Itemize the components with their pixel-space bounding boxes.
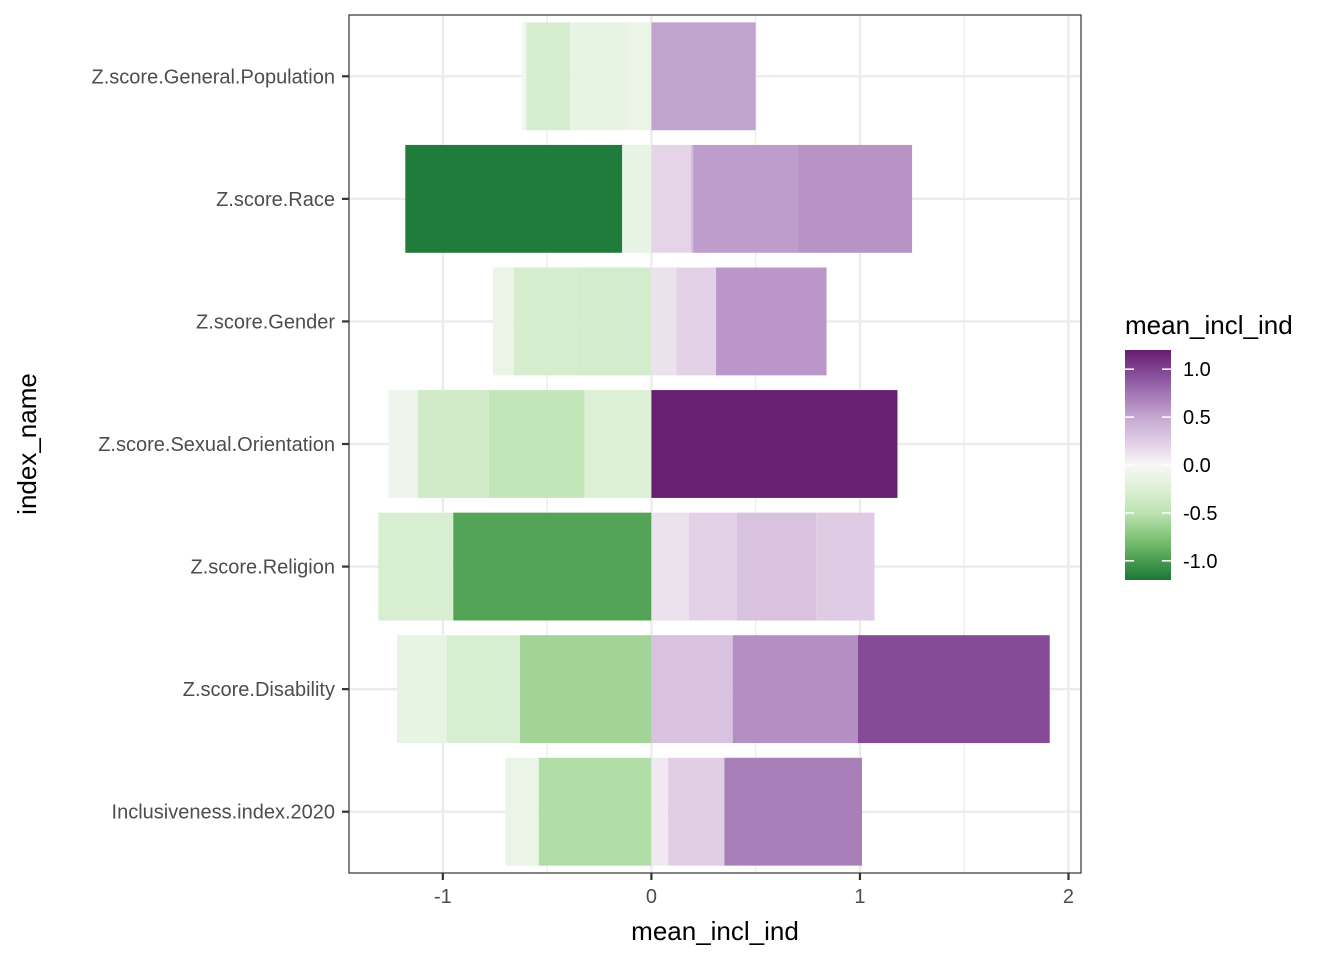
bar-segment — [651, 22, 756, 131]
bar-segment — [676, 267, 717, 376]
legend-tick-label: -0.5 — [1183, 503, 1217, 525]
bar-segment — [526, 22, 571, 131]
bar-group — [378, 512, 875, 621]
x-axis-title: mean_incl_ind — [631, 916, 799, 946]
legend-tick-label: 0.0 — [1183, 455, 1211, 477]
bar-segment — [693, 144, 798, 253]
bar-segment — [405, 144, 623, 253]
bar-group — [522, 22, 756, 131]
bar-segment — [816, 512, 875, 621]
bar-segment — [688, 512, 737, 621]
x-tick-label: 1 — [854, 886, 865, 908]
bar-segment — [732, 635, 858, 744]
bar-segment — [622, 144, 652, 253]
bar-segment — [651, 635, 733, 744]
bar-segment — [522, 22, 527, 131]
bar-segment — [584, 390, 652, 498]
bar-segment — [488, 390, 585, 498]
legend: mean_incl_ind 1.0 0.5 0.0 -0.5 -1.0 — [1125, 310, 1293, 580]
y-tick-label: Z.score.Disability — [183, 679, 335, 701]
bar-segment — [651, 144, 692, 253]
bar-segment — [668, 757, 725, 866]
x-tick-label: 0 — [646, 886, 657, 908]
legend-ticks: 1.0 0.5 0.0 -0.5 -1.0 — [1125, 359, 1217, 573]
bar-segment — [513, 267, 577, 376]
bar-group — [396, 635, 1050, 744]
bar-group — [505, 757, 863, 866]
legend-title: mean_incl_ind — [1125, 310, 1293, 340]
x-tick-label: -1 — [434, 886, 452, 908]
bar-segment — [651, 267, 677, 376]
y-tick-label: Z.score.Gender — [196, 311, 335, 333]
y-axis-title: index_name — [12, 373, 42, 515]
bar-segment — [651, 757, 669, 866]
y-tick-label: Z.score.General.Population — [92, 66, 335, 88]
legend-tick-label: 1.0 — [1183, 359, 1211, 381]
bars — [378, 22, 1050, 866]
bar-segment — [576, 267, 652, 376]
legend-tick-label: -1.0 — [1183, 551, 1217, 573]
bar-segment — [570, 22, 627, 131]
bar-segment — [724, 757, 863, 866]
y-tick-label: Z.score.Sexual.Orientation — [98, 434, 335, 456]
y-tick-label: Z.score.Race — [216, 189, 335, 211]
bar-segment — [396, 635, 448, 744]
bar-group — [388, 390, 898, 498]
bar-segment — [378, 512, 454, 621]
axes: -1 0 1 2 Z.score.General.Population Z.score.R… — [92, 66, 1075, 908]
bar-segment — [388, 390, 418, 498]
x-tick-label: 2 — [1063, 886, 1074, 908]
bar-segment — [538, 757, 652, 866]
bar-group — [405, 144, 913, 253]
bar-segment — [453, 512, 652, 621]
bar-segment — [505, 757, 539, 866]
y-tick-label: Z.score.Religion — [190, 557, 335, 579]
bar-segment — [626, 22, 652, 131]
bar-segment — [417, 390, 489, 498]
bar-segment — [857, 635, 1050, 744]
legend-tick-label: 0.5 — [1183, 407, 1211, 429]
bar-segment — [492, 267, 514, 376]
bar-segment — [797, 144, 913, 253]
bar-group — [492, 267, 827, 376]
bar-segment — [651, 390, 898, 498]
bar-segment — [520, 635, 652, 744]
bar-segment — [716, 267, 827, 376]
bar-segment — [691, 144, 694, 253]
bar-segment — [447, 635, 521, 744]
y-tick-label: Inclusiveness.index.2020 — [112, 802, 335, 824]
bar-segment — [651, 512, 689, 621]
bar-segment — [736, 512, 817, 621]
